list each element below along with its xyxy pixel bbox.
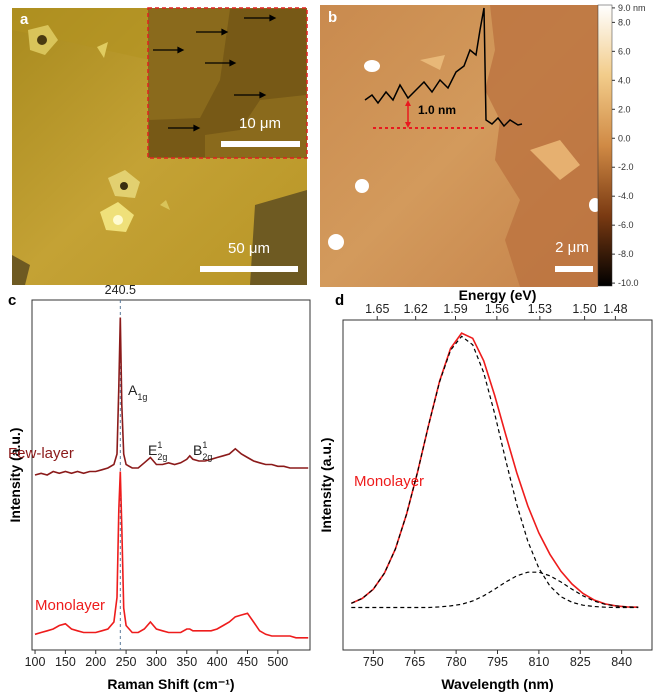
colorbar-tick-label: 8.0 bbox=[618, 17, 631, 27]
x2-tick-label: 1.56 bbox=[485, 302, 509, 316]
series-label: Monolayer bbox=[35, 597, 105, 614]
series-line bbox=[351, 333, 638, 607]
x-tick-label: 795 bbox=[487, 655, 508, 669]
x2-tick-label: 1.59 bbox=[443, 302, 467, 316]
annotation-superscript: 1 bbox=[202, 440, 207, 450]
series-line bbox=[351, 336, 638, 607]
x2-tick-label: 1.65 bbox=[365, 302, 389, 316]
annotation-text: B bbox=[193, 442, 202, 458]
series-line bbox=[351, 572, 638, 607]
panel-label: d bbox=[335, 292, 344, 309]
peak-annotation: A1g bbox=[128, 382, 147, 402]
peak-annotation: B1 2g bbox=[193, 440, 212, 462]
annotation-subscript: 1g bbox=[137, 392, 147, 402]
annotation-subscript: 2g bbox=[157, 452, 167, 462]
x-tick-label: 750 bbox=[363, 655, 384, 669]
peak-label: 240.5 bbox=[105, 283, 136, 297]
x-tick-label: 100 bbox=[25, 655, 46, 669]
x-tick-label: 450 bbox=[237, 655, 258, 669]
figure: a 10 μm 50 μm b 1.0 nm 2 μm 9.0 nm 8.0 6.0… bbox=[0, 0, 660, 695]
colorbar-tick-label: -8.0 bbox=[618, 249, 634, 259]
x2-tick-label: 1.48 bbox=[603, 302, 627, 316]
x-tick-label: 825 bbox=[570, 655, 591, 669]
x2-tick-label: 1.53 bbox=[528, 302, 552, 316]
colorbar-tick-label: -4.0 bbox=[618, 191, 634, 201]
x-tick-label: 250 bbox=[116, 655, 137, 669]
x-tick-label: 200 bbox=[85, 655, 106, 669]
colorbar-tick-label: 4.0 bbox=[618, 75, 631, 85]
x-tick-label: 780 bbox=[446, 655, 467, 669]
colorbar-tick-label: 6.0 bbox=[618, 46, 631, 56]
y-axis-label: Intensity (a.u.) bbox=[7, 428, 23, 523]
x2-tick-label: 1.62 bbox=[403, 302, 427, 316]
colorbar-tick-label: 2.0 bbox=[618, 104, 631, 114]
scale-bar-label: 2 μm bbox=[555, 239, 589, 256]
y-axis-label: Intensity (a.u.) bbox=[318, 438, 334, 533]
x2-tick-label: 1.50 bbox=[572, 302, 596, 316]
x-axis-label: Wavelength (nm) bbox=[441, 676, 553, 692]
x-tick-label: 765 bbox=[404, 655, 425, 669]
colorbar-tick-label: -2.0 bbox=[618, 162, 634, 172]
scale-bar-label: 10 μm bbox=[239, 115, 281, 132]
scale-bar-label: 50 μm bbox=[228, 240, 270, 257]
x2-axis-label: Energy (eV) bbox=[459, 287, 537, 303]
x-tick-label: 840 bbox=[611, 655, 632, 669]
panel-label: a bbox=[20, 11, 29, 28]
annotation-superscript: 1 bbox=[157, 440, 162, 450]
panel-label: c bbox=[8, 292, 16, 309]
x-axis-label: Raman Shift (cm⁻¹) bbox=[107, 676, 234, 692]
colorbar-tick-label: 9.0 nm bbox=[618, 3, 646, 13]
series-line bbox=[35, 318, 308, 476]
series-label: Few-layer bbox=[8, 445, 74, 462]
step-height-label: 1.0 nm bbox=[418, 103, 456, 117]
colorbar-tick-label: -10.0 bbox=[618, 278, 639, 288]
panel-label: b bbox=[328, 9, 337, 26]
colorbar-tick-label: -6.0 bbox=[618, 220, 634, 230]
x-tick-label: 150 bbox=[55, 655, 76, 669]
x-tick-label: 300 bbox=[146, 655, 167, 669]
x-tick-label: 350 bbox=[176, 655, 197, 669]
colorbar-tick-label: 0.0 bbox=[618, 133, 631, 143]
x-tick-label: 400 bbox=[207, 655, 228, 669]
annotation-subscript: 2g bbox=[202, 452, 212, 462]
annotation-text: E bbox=[148, 442, 157, 458]
x-tick-label: 810 bbox=[528, 655, 549, 669]
x-tick-label: 500 bbox=[267, 655, 288, 669]
